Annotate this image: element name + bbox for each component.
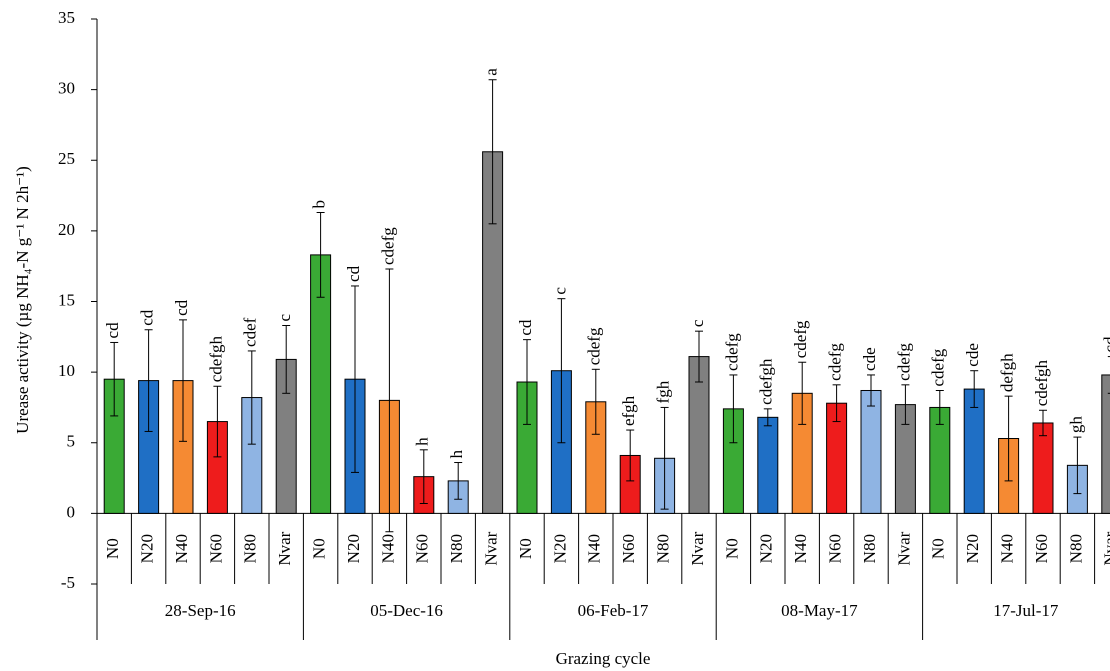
x-axis-title: Grazing cycle: [556, 649, 651, 668]
annotation: cde: [963, 343, 982, 367]
y-tick-label: 20: [58, 220, 75, 239]
annotation: c: [550, 287, 569, 295]
y-tick-label: 5: [67, 432, 76, 451]
y-tick-label: -5: [61, 573, 75, 592]
x-tick-label: N40: [791, 534, 810, 563]
group-label: 05-Dec-16: [370, 601, 443, 620]
x-tick-label: N60: [826, 534, 845, 563]
y-tick-label: 0: [67, 502, 76, 521]
x-tick-label: N0: [516, 538, 535, 559]
group-label: 17-Jul-17: [993, 601, 1059, 620]
annotation: cde: [860, 347, 879, 371]
group-label: 08-May-17: [781, 601, 858, 620]
x-tick-label: N80: [654, 534, 673, 563]
x-tick-label: N0: [103, 538, 122, 559]
x-tick-label: N80: [447, 534, 466, 563]
annotation: cd: [103, 322, 122, 339]
x-tick-label: N80: [241, 534, 260, 563]
x-tick-label: N60: [413, 534, 432, 563]
x-tick-label: N40: [998, 534, 1017, 563]
x-tick-label: N40: [585, 534, 604, 563]
bar: [757, 416, 779, 514]
bar: [1101, 374, 1110, 514]
group-label: 06-Feb-17: [578, 601, 649, 620]
x-tick-label: N20: [550, 534, 569, 563]
bar: [860, 389, 882, 514]
annotation: cdefg: [378, 227, 397, 265]
group-label: 28-Sep-16: [165, 601, 236, 620]
x-tick-label: N80: [860, 534, 879, 563]
x-tick-label: Nvar: [1101, 531, 1110, 565]
annotation: cdefg: [929, 348, 948, 386]
annotation: a: [482, 68, 501, 76]
annotation: cd: [172, 299, 191, 316]
x-tick-label: Nvar: [894, 531, 913, 565]
x-tick-label: N20: [963, 534, 982, 563]
annotation: cd: [516, 319, 535, 336]
annotation: gh: [1066, 416, 1085, 434]
x-tick-label: N20: [757, 534, 776, 563]
annotation: defgh: [998, 353, 1017, 392]
annotation: cdefg: [826, 343, 845, 381]
x-tick-label: N20: [344, 534, 363, 563]
annotation: cd: [1101, 336, 1110, 353]
x-tick-label: Nvar: [275, 531, 294, 565]
y-tick-label: 35: [58, 8, 75, 27]
annotation: b: [310, 200, 329, 209]
annotation: cdefg: [722, 333, 741, 371]
x-tick-label: N0: [310, 538, 329, 559]
x-tick-label: N60: [206, 534, 225, 563]
x-tick-label: N40: [172, 534, 191, 563]
y-tick-label: 30: [58, 79, 75, 98]
annotation: c: [688, 319, 707, 327]
x-tick-label: Nvar: [482, 531, 501, 565]
x-tick-label: Nvar: [688, 531, 707, 565]
x-tick-label: N60: [619, 534, 638, 563]
x-tick-label: N20: [138, 534, 157, 563]
annotation: c: [275, 314, 294, 322]
x-tick-label: N80: [1066, 534, 1085, 563]
annotation: cdefgh: [1032, 360, 1051, 407]
x-tick-label: N40: [378, 534, 397, 563]
bar: [1032, 422, 1054, 514]
y-tick-label: 10: [58, 361, 75, 380]
annotation: cdefgh: [206, 335, 225, 382]
annotation: fgh: [654, 380, 673, 403]
annotation: cd: [138, 309, 157, 326]
x-tick-label: N0: [722, 538, 741, 559]
annotation: cdefgh: [757, 358, 776, 405]
annotation: cdef: [241, 317, 260, 347]
x-tick-label: N0: [929, 538, 948, 559]
y-tick-label: 15: [58, 290, 75, 309]
annotation: cdefg: [894, 343, 913, 381]
annotation: cdefg: [585, 327, 604, 365]
y-axis-title: Urease activity (µg NH₄-N g⁻¹ N 2h⁻¹): [13, 166, 32, 434]
annotation: h: [413, 437, 432, 446]
y-tick-label: 25: [58, 149, 75, 168]
annotation: cd: [344, 265, 363, 282]
annotation: h: [447, 450, 466, 459]
annotation: cdefg: [791, 320, 810, 358]
x-tick-label: N60: [1032, 534, 1051, 563]
annotation: efgh: [619, 395, 638, 426]
